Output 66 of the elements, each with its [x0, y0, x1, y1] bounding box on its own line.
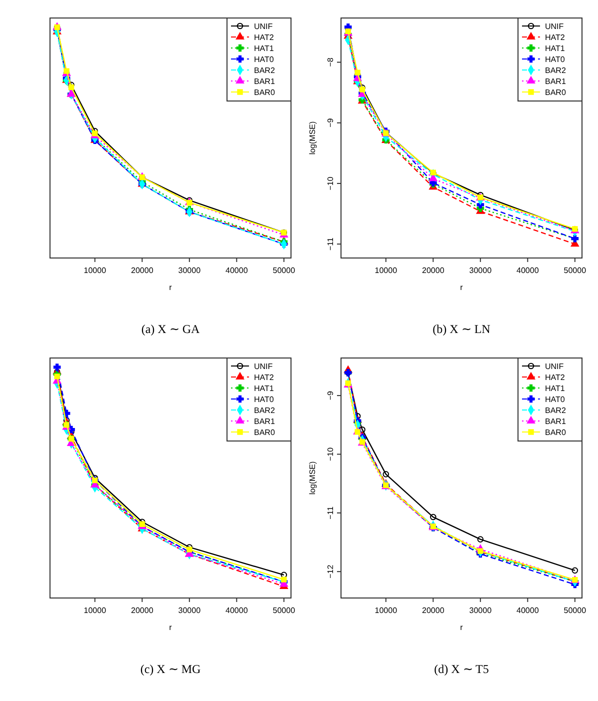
x-tick-label: 20000	[422, 606, 445, 615]
x-axis-title: r	[460, 283, 464, 292]
legend-label: BAR2	[545, 66, 566, 75]
x-tick-label: 10000	[374, 266, 398, 275]
legend-label: UNIF	[545, 22, 564, 31]
x-axis-title: r	[169, 623, 172, 632]
x-tick-label: 50000	[272, 266, 296, 275]
legend-label: HAT2	[545, 373, 566, 382]
legend-label: HAT2	[254, 373, 274, 382]
x-tick-label: 50000	[272, 606, 296, 615]
x-tick-label: 50000	[564, 606, 587, 615]
legend-label: UNIF	[545, 362, 564, 371]
legend-label: BAR2	[254, 406, 276, 415]
y-tick-label: −9	[326, 118, 335, 128]
legend-label: UNIF	[254, 22, 273, 31]
x-axis-title: r	[460, 623, 464, 632]
legend-label: BAR2	[545, 406, 566, 415]
x-tick-label: 40000	[516, 266, 540, 275]
x-tick-label: 40000	[226, 266, 248, 275]
x-tick-label: 20000	[131, 266, 154, 275]
y-axis-title: log(MSE)	[308, 120, 317, 155]
x-tick-label: 50000	[564, 266, 587, 275]
legend-label: HAT0	[545, 55, 566, 64]
x-tick-label: 30000	[469, 266, 492, 275]
legend-label: HAT0	[254, 55, 274, 64]
legend-label: HAT1	[545, 44, 566, 53]
legend-label: HAT2	[254, 33, 274, 42]
y-tick-label: −11	[326, 237, 335, 251]
text: (d) X ∼ T5	[434, 662, 489, 676]
x-axis-title: r	[169, 283, 172, 292]
y-tick-label: −11	[326, 506, 335, 520]
text: (a) X ∼ GA	[141, 322, 200, 336]
x-tick-label: 10000	[374, 606, 398, 615]
legend-label: BAR0	[254, 428, 276, 437]
x-tick-label: 20000	[422, 266, 445, 275]
legend-label: HAT0	[545, 395, 566, 404]
legend-label: BAR1	[254, 77, 276, 86]
legend-label: UNIF	[254, 362, 273, 371]
y-axis-title: log(MSE)	[308, 460, 317, 495]
legend-label: BAR0	[545, 428, 566, 437]
y-tick-label: −12	[326, 564, 335, 578]
legend-label: BAR0	[545, 88, 566, 97]
y-tick-label: −10	[326, 446, 335, 462]
legend-label: HAT1	[254, 384, 274, 393]
text: (c) X ∼ MG	[140, 662, 201, 676]
x-tick-label: 30000	[178, 606, 202, 615]
y-tick-label: −10	[326, 176, 335, 190]
legend-label: BAR0	[254, 88, 276, 97]
legend-label: HAT2	[545, 33, 566, 42]
x-tick-label: 20000	[131, 606, 154, 615]
x-tick-label: 30000	[469, 606, 492, 615]
legend-label: BAR1	[545, 77, 566, 86]
legend-label: BAR1	[545, 417, 566, 426]
legend-label: BAR2	[254, 66, 276, 75]
x-tick-label: 40000	[516, 606, 540, 615]
text: (b) X ∼ LN	[432, 322, 491, 336]
legend-label: HAT0	[254, 395, 274, 404]
x-tick-label: 10000	[84, 606, 107, 615]
y-tick-label: −9	[326, 390, 335, 400]
x-tick-label: 40000	[226, 606, 248, 615]
x-tick-label: 30000	[178, 266, 202, 275]
legend-label: HAT1	[254, 44, 274, 53]
legend-label: HAT1	[545, 384, 566, 393]
legend-label: BAR1	[254, 417, 276, 426]
x-tick-label: 10000	[84, 266, 107, 275]
y-tick-label: −8	[326, 57, 335, 67]
